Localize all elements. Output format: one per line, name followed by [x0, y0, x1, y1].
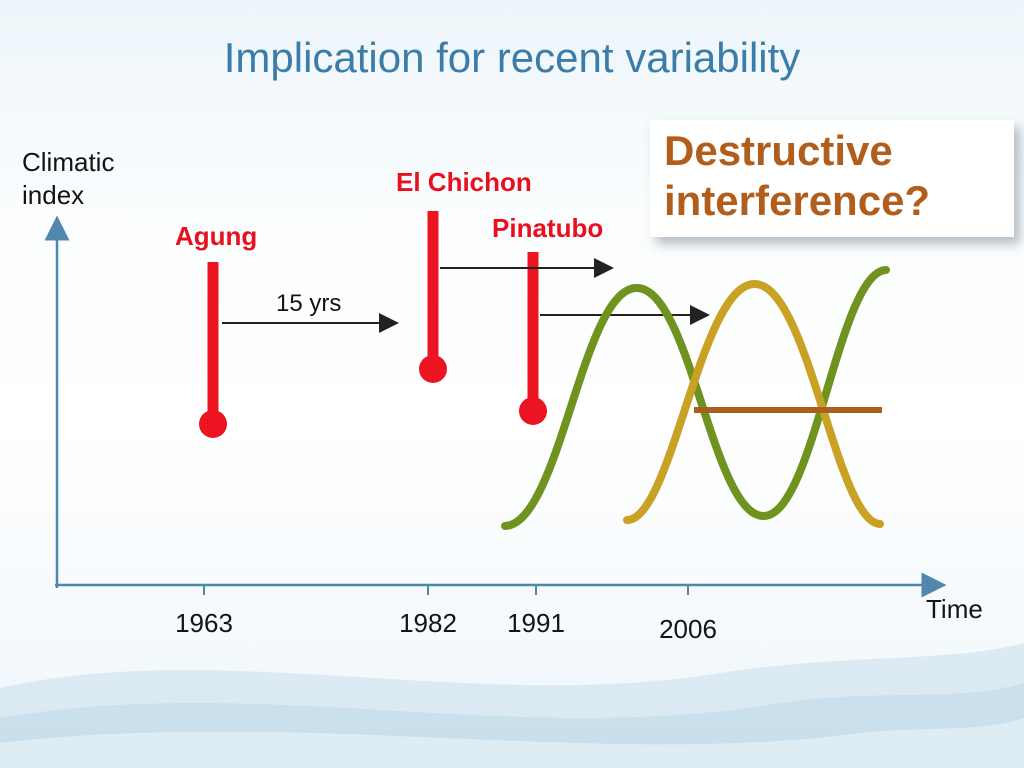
event-marker-elchichon	[419, 355, 447, 383]
x-axis-label: Time	[926, 594, 983, 624]
wave-band-3	[0, 718, 1024, 768]
event-label-pinatubo: Pinatubo	[492, 213, 604, 243]
gold-wave	[623, 279, 884, 528]
tick-label-1963: 1963	[175, 608, 233, 638]
event-marker-agung	[199, 410, 227, 438]
interval-label: 15 yrs	[276, 290, 342, 317]
y-axis-label: Climatic index	[22, 147, 115, 210]
tick-label-1991: 1991	[507, 608, 565, 638]
slide-title: Implication for recent variability	[223, 34, 801, 81]
tick-label-1982: 1982	[399, 608, 457, 638]
tick-label-2006: 2006	[659, 614, 717, 644]
green-wave	[501, 266, 890, 530]
background-waves	[0, 643, 1024, 768]
event-label-agung: Agung	[175, 221, 258, 251]
interference-callout: Destructive interference?	[650, 120, 1014, 237]
event-marker-pinatubo	[519, 397, 547, 425]
event-label-elchichon: El Chichon	[396, 167, 532, 197]
